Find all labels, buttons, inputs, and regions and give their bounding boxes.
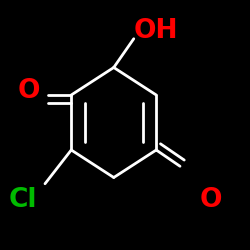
Text: Cl: Cl: [8, 187, 37, 213]
Text: O: O: [18, 78, 40, 104]
Text: OH: OH: [134, 18, 178, 44]
Text: O: O: [200, 187, 222, 213]
